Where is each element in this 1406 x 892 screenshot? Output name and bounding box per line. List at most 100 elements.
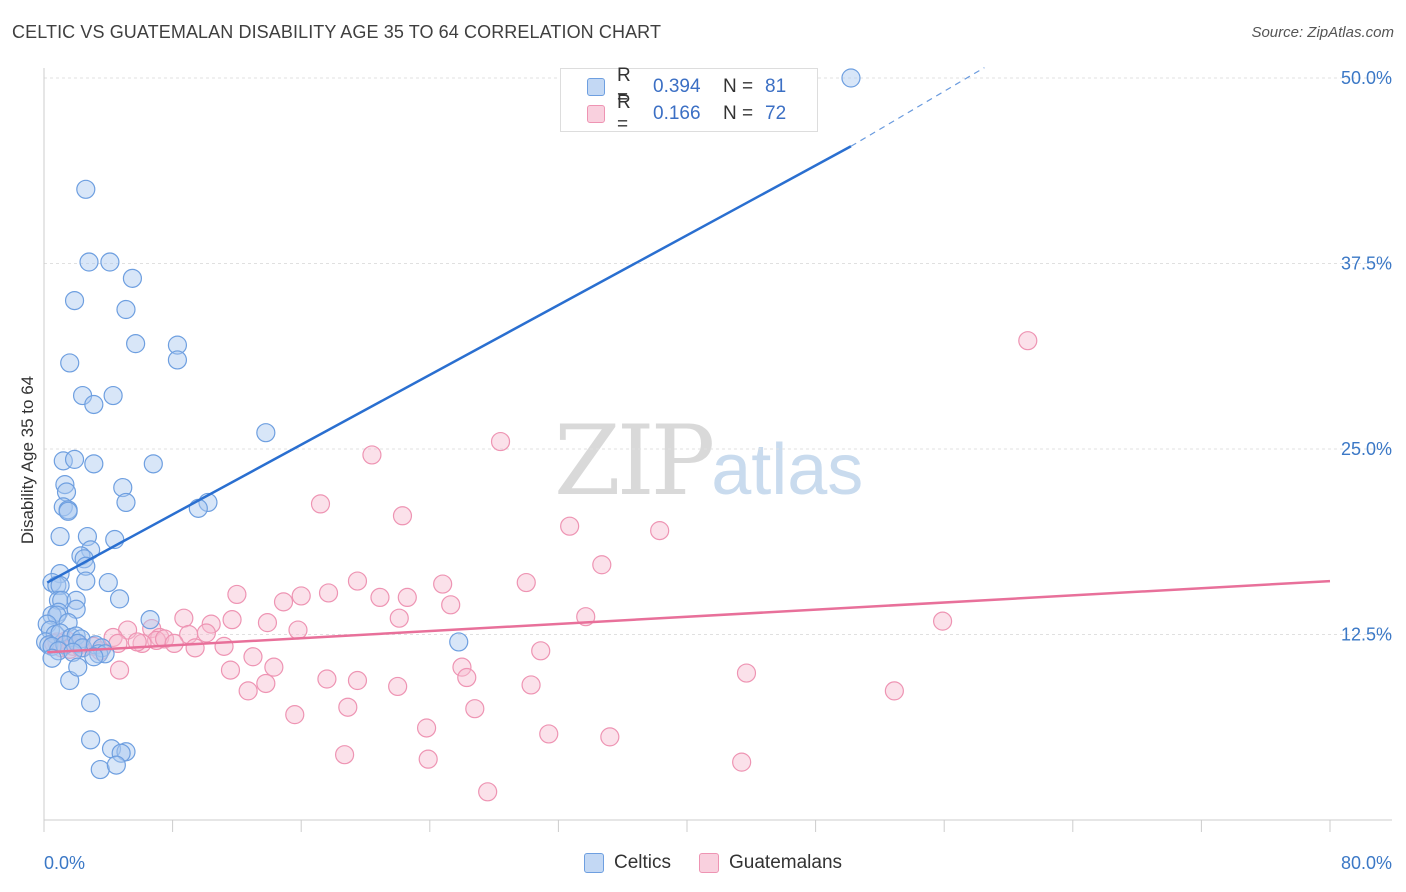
guatemalans-point xyxy=(164,633,184,654)
guatemalans-point xyxy=(397,587,417,608)
tick-label-layer: 12.5% 25.0% 37.5% 50.0% 0.0% 80.0% xyxy=(44,68,1392,873)
guatemalans-swatch xyxy=(699,853,720,873)
celtics-point xyxy=(60,353,80,373)
guatemalans-point xyxy=(264,657,284,677)
guatemalans-point xyxy=(418,749,438,769)
guatemalans-point xyxy=(220,660,241,680)
y-tick-label: 37.5% xyxy=(1341,254,1392,274)
legend-n-value: 81 xyxy=(765,76,787,97)
trend-layer xyxy=(46,67,1331,654)
celtics-trendline-extension xyxy=(850,67,985,147)
guatemalans-point xyxy=(732,752,752,772)
celtics-point xyxy=(98,572,118,593)
celtics-point xyxy=(111,743,131,763)
celtics-point xyxy=(84,647,104,667)
source-note: Source: ZipAtlas.com xyxy=(1251,24,1394,41)
guatemalans-point xyxy=(257,613,278,633)
celtics-point xyxy=(84,394,104,415)
guatemalans-point xyxy=(243,647,263,667)
legend-label-guatemalans: Guatemalans xyxy=(729,852,843,873)
guatemalans-point xyxy=(388,676,408,697)
guatemalans-point xyxy=(592,555,612,575)
celtics-point xyxy=(103,385,123,406)
celtics-point xyxy=(100,252,120,272)
celtics-point xyxy=(167,335,188,355)
guatemalans-point xyxy=(317,669,337,689)
x-tick-label: 0.0% xyxy=(44,853,85,873)
guatemalans-point xyxy=(478,782,498,802)
guatemalans-point xyxy=(370,587,390,608)
guatemalans-point xyxy=(310,494,331,514)
correlation-legend: R = 0.394 N = 81 R = 0.166 N = 72 xyxy=(560,65,818,135)
legend-r-label: R = xyxy=(617,65,631,108)
celtics-point xyxy=(55,475,75,495)
guatemalans-point xyxy=(531,641,551,661)
y-tick-label: 12.5% xyxy=(1341,625,1392,645)
guatemalans-point xyxy=(465,699,485,719)
guatemalans-point xyxy=(521,675,541,695)
guatemalans-point xyxy=(600,727,620,747)
celtics-point xyxy=(64,449,85,469)
guatemalans-point xyxy=(736,663,757,683)
guatemalans-point xyxy=(347,670,368,691)
legend-n-value: 72 xyxy=(765,103,787,124)
celtics-point xyxy=(167,350,188,370)
celtics-point xyxy=(116,492,136,513)
x-tick-label: 80.0% xyxy=(1341,853,1392,873)
guatemalans-point xyxy=(318,583,339,603)
guatemalans-points xyxy=(44,331,1038,802)
celtics-point xyxy=(50,526,70,547)
legend-label-celtics: Celtics xyxy=(614,852,672,873)
celtics-point xyxy=(76,571,96,591)
celtics-swatch xyxy=(584,853,604,873)
celtics-point xyxy=(81,693,101,713)
guatemalans-point xyxy=(650,521,670,541)
guatemalans-point xyxy=(227,584,247,605)
legend-item-celtics[interactable]: Celtics xyxy=(584,852,671,874)
guatemalans-point xyxy=(285,705,305,725)
celtics-point xyxy=(143,454,163,474)
celtics-point xyxy=(42,648,62,668)
guatemalans-point xyxy=(884,681,904,701)
guatemalans-point xyxy=(433,574,453,594)
celtics-point xyxy=(256,423,276,443)
celtics-point xyxy=(188,498,208,518)
legend-r-value: 0.394 xyxy=(653,76,701,97)
guatemalans-point xyxy=(291,586,311,606)
guatemalans-point xyxy=(347,571,368,591)
celtics-point xyxy=(52,590,72,610)
guatemalans-point xyxy=(338,697,358,717)
celtics-point xyxy=(68,657,88,677)
y-tick-label: 50.0% xyxy=(1341,68,1392,88)
guatemalans-point xyxy=(416,718,437,738)
celtics-point xyxy=(116,299,136,320)
legend-item-guatemalans[interactable]: Guatemalans xyxy=(699,852,842,874)
guatemalans-point xyxy=(288,620,308,640)
celtics-point xyxy=(106,755,126,775)
guatemalans-point xyxy=(539,724,559,744)
celtics-point xyxy=(90,759,110,780)
celtics-point xyxy=(42,605,62,625)
legend-n-label: N = xyxy=(723,103,754,124)
celtics-point xyxy=(841,68,861,88)
celtics-point xyxy=(81,730,101,750)
celtics-point xyxy=(449,632,469,652)
guatemalans-point xyxy=(154,629,175,649)
guatemalans-point xyxy=(109,660,130,680)
guatemalans-point xyxy=(392,506,413,526)
guatemalans-point xyxy=(174,608,194,628)
celtics-points xyxy=(36,68,861,780)
guatemalans-point xyxy=(256,673,276,694)
celtics-trendline xyxy=(46,145,852,584)
guatemalans-point xyxy=(273,592,294,612)
guatemalans-trendline xyxy=(47,579,1331,654)
celtics-swatch xyxy=(587,78,605,96)
guatemalans-point xyxy=(932,611,953,631)
celtics-point xyxy=(122,268,143,288)
legend-row-guatemalans: R = 0.166 N = 72 xyxy=(587,92,787,135)
guatemalans-point xyxy=(238,681,258,701)
guatemalans-point xyxy=(222,610,242,630)
y-tick-label: 25.0% xyxy=(1341,439,1392,459)
legend-n-label: N = xyxy=(723,76,754,97)
guatemalans-point xyxy=(214,636,234,656)
